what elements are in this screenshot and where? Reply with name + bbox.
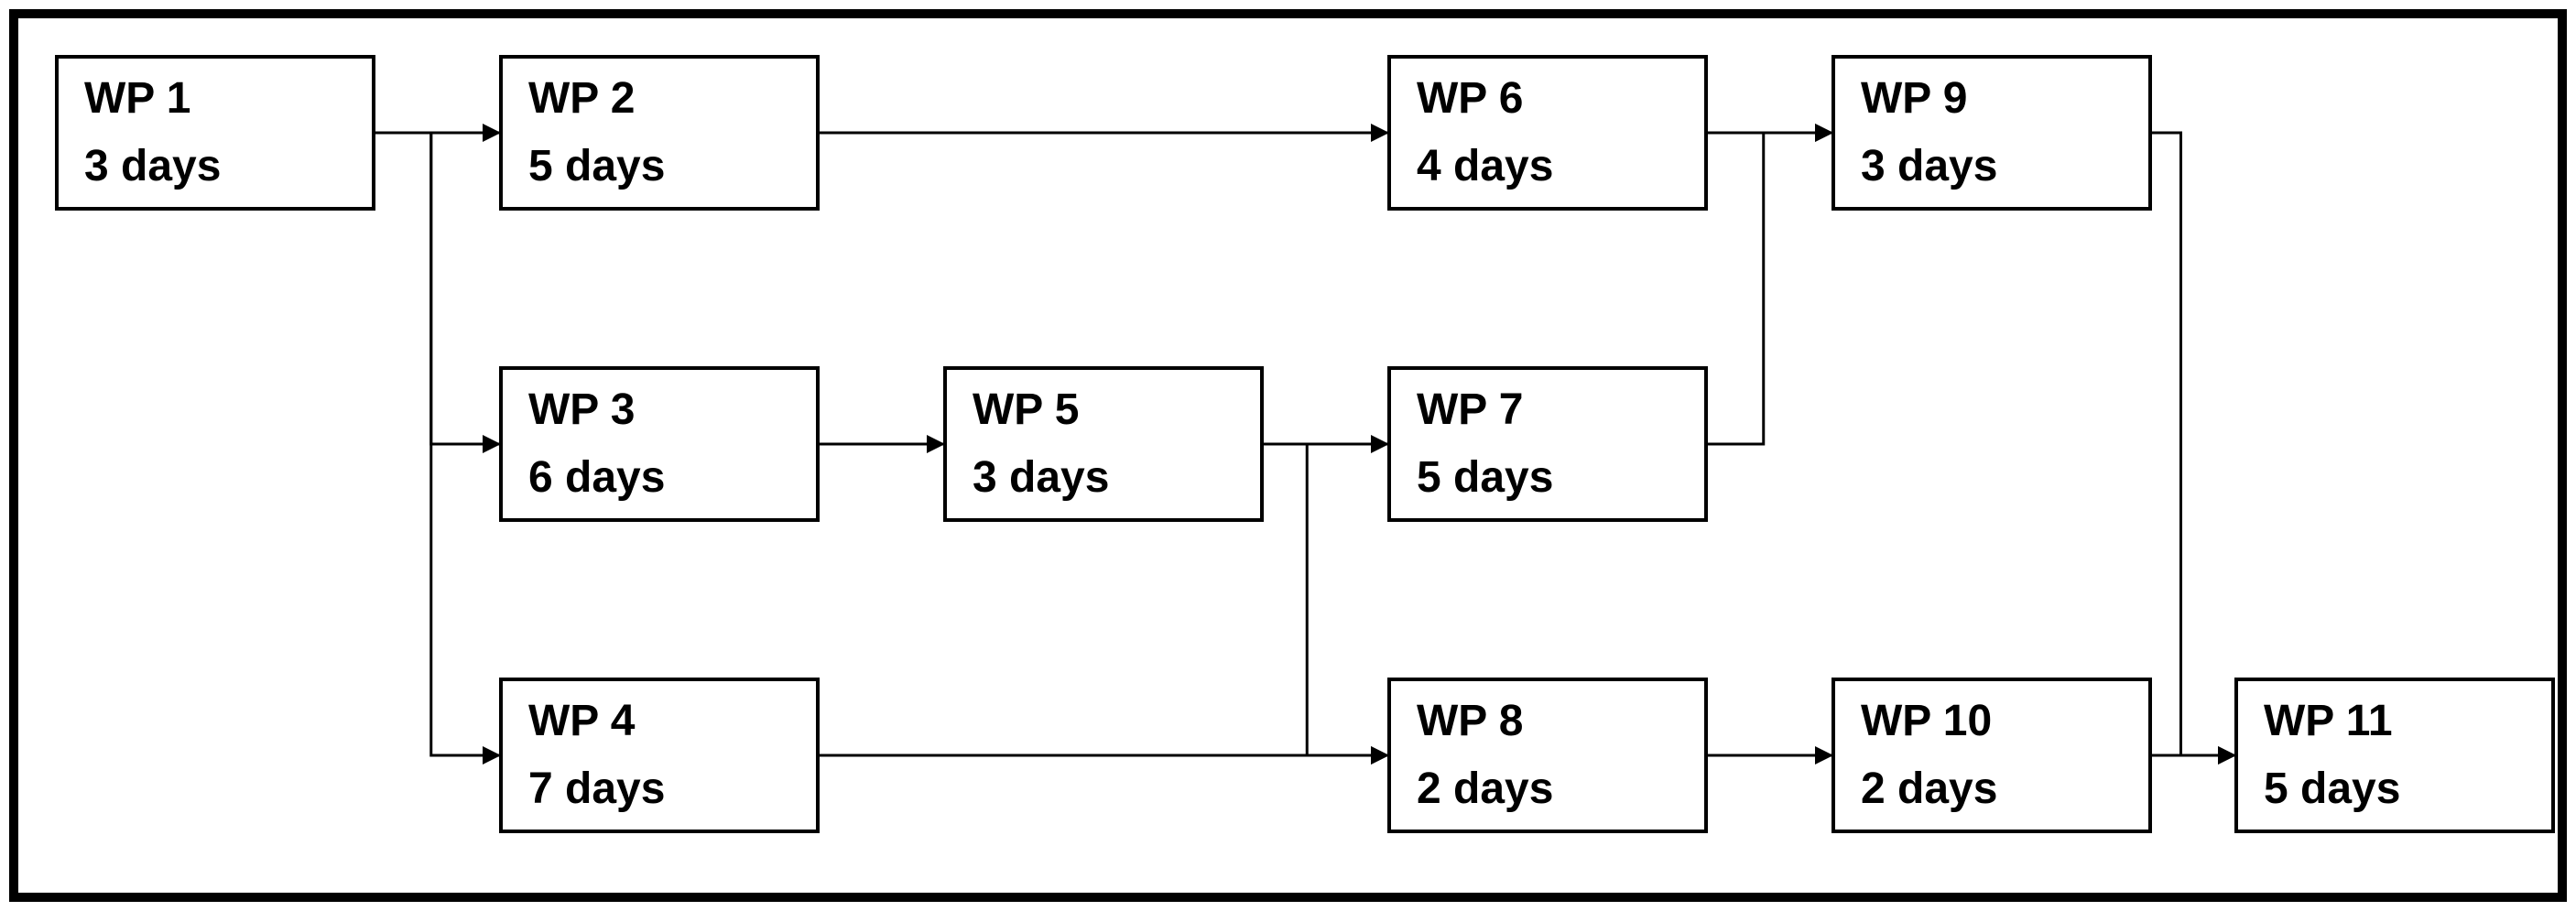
node-wp10: WP 10 2 days [1831,678,2152,833]
node-duration: 5 days [1417,456,1704,500]
node-title: WP 8 [1417,700,1704,743]
node-wp4: WP 4 7 days [499,678,820,833]
node-duration: 6 days [528,456,816,500]
diagram-frame [9,9,2567,902]
node-wp11: WP 11 5 days [2234,678,2555,833]
node-title: WP 7 [1417,388,1704,432]
node-title: WP 10 [1861,700,2148,743]
node-duration: 5 days [528,145,816,189]
node-wp8: WP 8 2 days [1387,678,1708,833]
node-wp1: WP 1 3 days [55,55,375,211]
node-duration: 7 days [528,767,816,811]
node-title: WP 9 [1861,77,2148,121]
node-duration: 4 days [1417,145,1704,189]
node-wp6: WP 6 4 days [1387,55,1708,211]
node-duration: 3 days [973,456,1260,500]
diagram-canvas: WP 1 3 days WP 2 5 days WP 3 6 days WP 4 7 days… [0,0,2576,911]
node-wp3: WP 3 6 days [499,366,820,522]
node-title: WP 2 [528,77,816,121]
node-duration: 2 days [1861,767,2148,811]
node-duration: 3 days [1861,145,2148,189]
node-title: WP 3 [528,388,816,432]
node-wp2: WP 2 5 days [499,55,820,211]
node-wp7: WP 7 5 days [1387,366,1708,522]
node-duration: 2 days [1417,767,1704,811]
node-duration: 3 days [84,145,372,189]
node-title: WP 1 [84,77,372,121]
node-title: WP 11 [2264,700,2551,743]
node-title: WP 4 [528,700,816,743]
node-title: WP 5 [973,388,1260,432]
node-duration: 5 days [2264,767,2551,811]
node-wp5: WP 5 3 days [943,366,1264,522]
node-wp9: WP 9 3 days [1831,55,2152,211]
node-title: WP 6 [1417,77,1704,121]
